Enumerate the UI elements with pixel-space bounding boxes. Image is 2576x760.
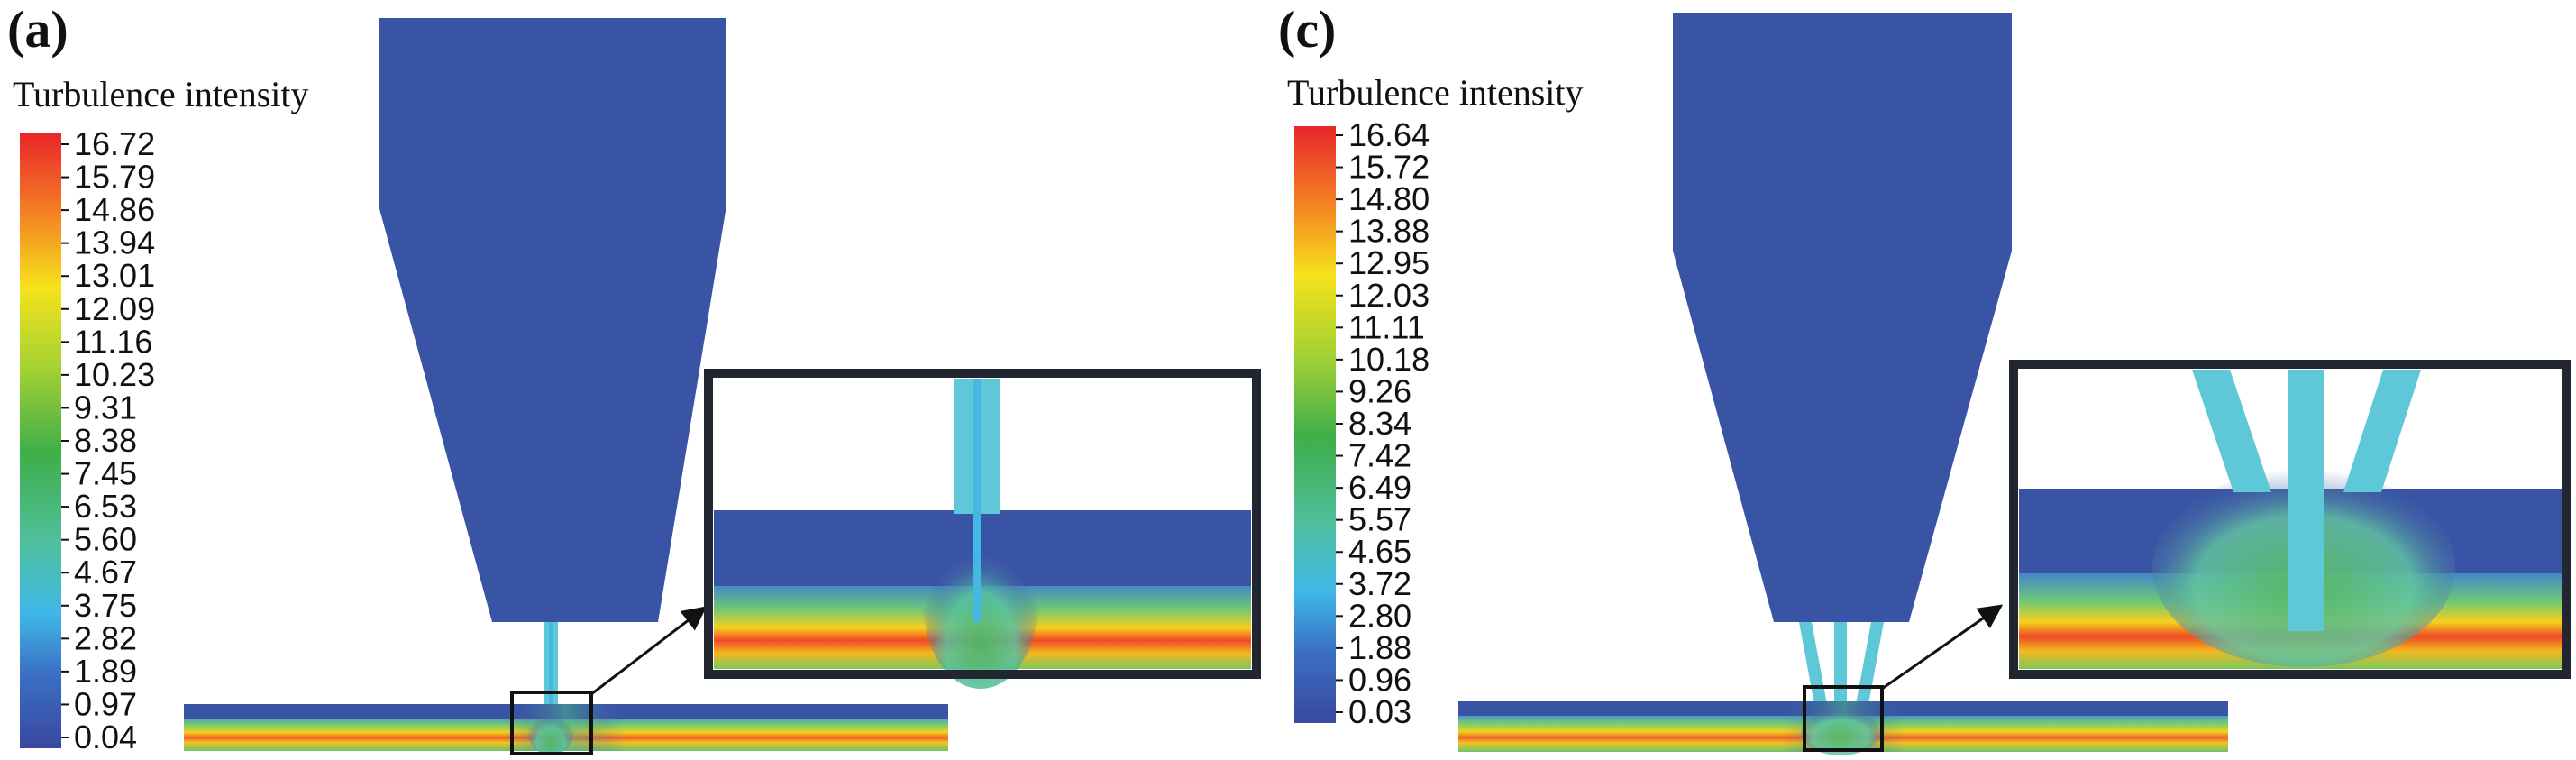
colorbar-tick-label: 14.86 bbox=[74, 191, 155, 228]
colorbar-tick-label: 13.01 bbox=[74, 257, 155, 294]
colorbar-tick-label: 10.23 bbox=[74, 356, 155, 393]
panel-c-inset-jet-right bbox=[2343, 370, 2421, 492]
colorbar-tick-label: 5.57 bbox=[1348, 501, 1411, 538]
panel-c-inset-jet-center bbox=[2288, 370, 2324, 631]
panel-a: (a) Turbulence intensity 16.7215.7914.86… bbox=[7, 0, 1261, 755]
colorbar-tick-label: 7.45 bbox=[74, 455, 137, 492]
colorbar-tick-label: 5.60 bbox=[74, 521, 137, 558]
colorbar-tick-label: 2.82 bbox=[74, 619, 137, 656]
colorbar-tick-label: 4.65 bbox=[1348, 533, 1411, 570]
colorbar-tick-label: 1.89 bbox=[74, 653, 137, 690]
panel-a-legend-title: Turbulence intensity bbox=[13, 74, 309, 114]
colorbar-tick-label: 12.03 bbox=[1348, 277, 1430, 314]
panel-a-impingement bbox=[527, 705, 574, 755]
colorbar-tick-label: 9.26 bbox=[1348, 372, 1411, 409]
colorbar-tick-label: 0.03 bbox=[1348, 693, 1411, 730]
panel-a-inset bbox=[704, 369, 1261, 689]
colorbar-tick-label: 9.31 bbox=[74, 389, 137, 426]
colorbar-tick-label: 7.42 bbox=[1348, 437, 1411, 474]
colorbar-tick-label: 0.97 bbox=[74, 685, 137, 722]
colorbar-tick-label: 8.38 bbox=[74, 422, 137, 459]
colorbar-tick-label: 15.72 bbox=[1348, 149, 1430, 186]
panel-a-inset-jet-core bbox=[973, 379, 981, 622]
panel-a-zoom-arrow bbox=[590, 606, 708, 696]
colorbar-tick-label: 12.09 bbox=[74, 290, 155, 327]
panel-c-label: (c) bbox=[1278, 0, 1336, 59]
colorbar-tick-label: 14.80 bbox=[1348, 180, 1430, 217]
colorbar-tick-label: 1.88 bbox=[1348, 629, 1411, 666]
colorbar-tick-label: 0.04 bbox=[74, 719, 137, 755]
panel-c-inset-jet-left bbox=[2192, 370, 2271, 492]
colorbar-tick-label: 4.67 bbox=[74, 554, 137, 591]
colorbar-tick-label: 13.94 bbox=[74, 224, 155, 261]
colorbar-tick-label: 6.49 bbox=[1348, 469, 1411, 506]
panel-c-zoom-arrow bbox=[1881, 604, 2004, 691]
panel-c-impingement bbox=[1801, 709, 1880, 755]
panel-a-nozzle bbox=[379, 18, 726, 622]
colorbar-tick-label: 0.96 bbox=[1348, 661, 1411, 698]
panel-a-zoom-box bbox=[510, 691, 593, 755]
panel-a-jet-core bbox=[549, 622, 553, 723]
panel-c-inset-frame bbox=[2009, 360, 2571, 679]
colorbar-tick-label: 2.80 bbox=[1348, 597, 1411, 634]
panel-a-colorbar bbox=[20, 133, 61, 748]
panel-c-inset bbox=[2009, 360, 2571, 679]
colorbar-tick-label: 15.79 bbox=[74, 159, 155, 196]
panel-c-colorbar bbox=[1294, 126, 1336, 723]
colorbar-tick-label: 3.72 bbox=[1348, 565, 1411, 602]
colorbar-tick-label: 11.16 bbox=[74, 323, 152, 360]
colorbar-tick-label: 16.64 bbox=[1348, 116, 1430, 153]
panel-c-legend-title: Turbulence intensity bbox=[1287, 72, 1584, 113]
colorbar-tick-label: 8.34 bbox=[1348, 405, 1411, 442]
colorbar-tick-label: 6.53 bbox=[74, 488, 137, 525]
panel-c-nozzle bbox=[1673, 13, 2012, 622]
colorbar-tick-label: 10.18 bbox=[1348, 341, 1430, 378]
colorbar-tick-label: 3.75 bbox=[74, 587, 137, 624]
panel-a-inset-frame bbox=[704, 369, 1261, 679]
panel-c-zoom-box bbox=[1803, 685, 1884, 752]
colorbar-tick-label: 13.88 bbox=[1348, 213, 1430, 250]
colorbar-tick-label: 12.95 bbox=[1348, 244, 1430, 281]
panel-a-label: (a) bbox=[7, 0, 69, 59]
panel-a-colorbar-ticks: 16.7215.7914.8613.9413.0112.0911.1610.23… bbox=[61, 125, 155, 755]
colorbar-tick-label: 11.11 bbox=[1348, 308, 1425, 345]
panel-c: (c) Turbulence intensity 16.6415.7214.80… bbox=[1278, 0, 2571, 755]
colorbar-tick-label: 16.72 bbox=[74, 125, 155, 162]
panel-c-colorbar-ticks: 16.6415.7214.8013.8812.9512.0311.1110.18… bbox=[1336, 116, 1430, 730]
